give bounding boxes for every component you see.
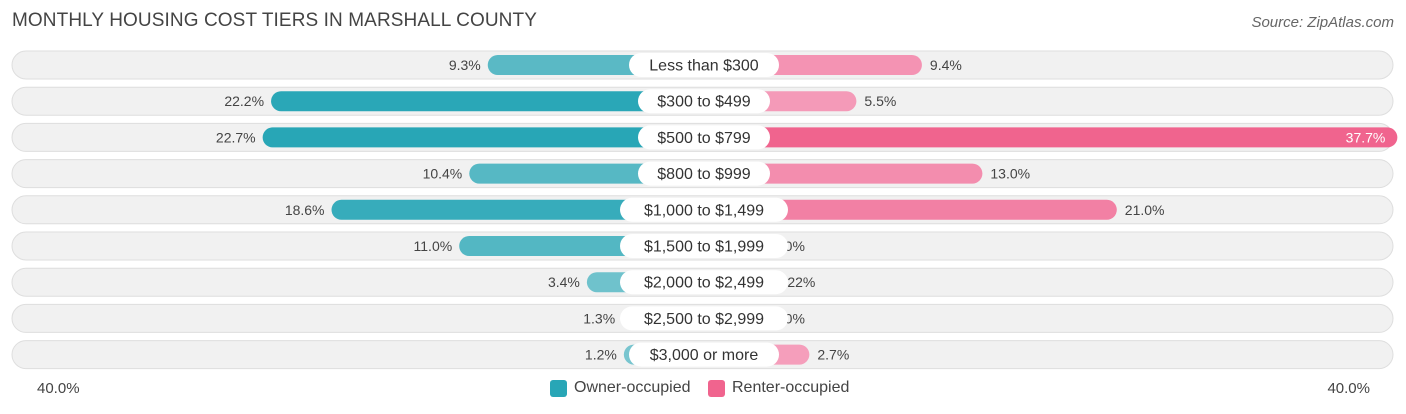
chart-canvas: 9.3% 9.4% Less than $300 22.2% 5.5% $300 to $… [11,50,1398,370]
owner-bar [331,199,704,220]
owner-bar [262,127,704,148]
axis-right-label: 40.0% [1327,380,1370,397]
category-pill [638,89,770,114]
renter-bar [704,163,983,184]
chart-title: MONTHLY HOUSING COST TIERS IN MARSHALL C… [12,10,537,31]
legend-renter-swatch [708,379,725,397]
legend-owner-swatch [550,379,567,397]
legend: Owner-occupied Renter-occupied [0,379,1406,401]
category-pill [620,197,788,222]
category-label: $1,000 to $1,499 [644,202,764,219]
category-label: Less than $300 [649,58,759,75]
category-label: $2,500 to $2,999 [644,311,764,328]
renter-bar [704,127,1398,148]
renter-value-label: 5.5% [864,93,896,109]
legend-renter: Renter-occupied [708,379,849,397]
category-label: $800 to $999 [657,166,751,183]
legend-owner: Owner-occupied [550,379,691,397]
owner-value-label: 3.4% [548,274,580,290]
owner-value-label: 10.4% [423,166,463,182]
owner-value-label: 9.3% [449,57,481,73]
category-label: $500 to $799 [657,130,751,147]
renter-value-label: 21.0% [1125,202,1165,218]
renter-value-label: 37.7% [1346,129,1386,145]
category-pill [620,306,788,331]
owner-value-label: 22.7% [216,129,256,145]
renter-value-label: 2.7% [817,347,849,363]
category-pill [638,125,770,150]
source-note: Source: ZipAtlas.com [1251,14,1394,31]
legend-renter-label: Renter-occupied [732,379,850,396]
owner-value-label: 22.2% [224,93,264,109]
renter-bar [704,199,1117,220]
category-pill [620,270,788,295]
renter-value-label: 9.4% [930,57,962,73]
category-label: $300 to $499 [657,94,751,111]
owner-value-label: 11.0% [414,238,453,254]
owner-value-label: 1.2% [585,347,617,363]
category-label: $2,000 to $2,499 [644,275,764,292]
category-label: $1,500 to $1,999 [644,239,764,256]
owner-value-label: 18.6% [285,202,325,218]
category-pill [620,234,788,258]
renter-value-label: 13.0% [990,166,1030,182]
category-pill [629,53,779,77]
category-label: $3,000 or more [650,347,759,364]
axis-left-label: 40.0% [37,380,80,397]
category-pill [629,342,779,367]
owner-value-label: 1.3% [583,310,615,326]
owner-bar [271,91,704,112]
category-pill [638,161,770,186]
legend-owner-label: Owner-occupied [574,379,691,396]
